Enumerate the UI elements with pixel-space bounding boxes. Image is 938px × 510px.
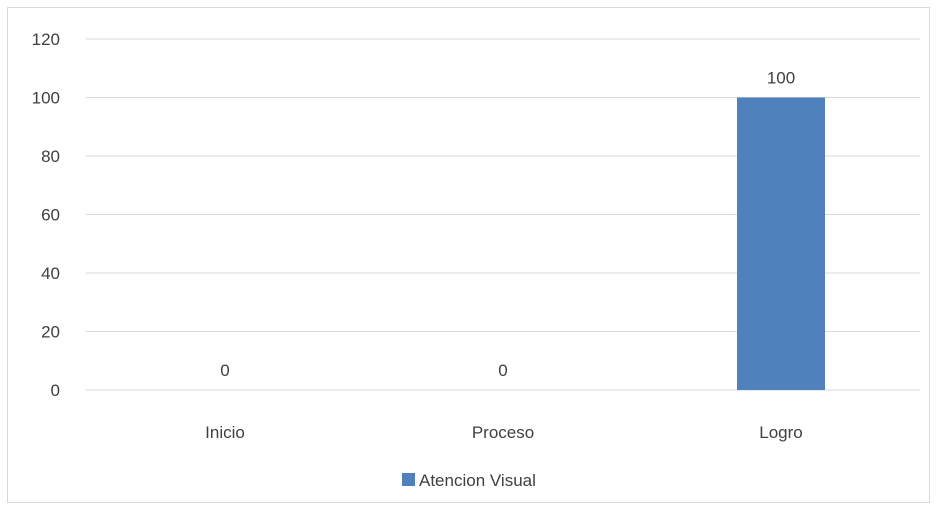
bar-logro bbox=[737, 97, 825, 390]
y-tick-label: 60 bbox=[41, 206, 60, 225]
y-tick-label: 100 bbox=[32, 89, 60, 108]
x-category-label: Proceso bbox=[472, 423, 534, 442]
legend-swatch bbox=[402, 473, 415, 486]
bars bbox=[737, 97, 825, 390]
y-tick-label: 120 bbox=[32, 30, 60, 49]
x-axis-category-labels: Inicio Proceso Logro bbox=[205, 423, 803, 442]
y-axis-tick-labels: 0 20 40 60 80 100 120 bbox=[32, 30, 60, 400]
x-category-label: Inicio bbox=[205, 423, 245, 442]
data-label-proceso: 0 bbox=[498, 361, 507, 380]
legend: Atencion Visual bbox=[402, 471, 536, 490]
legend-label: Atencion Visual bbox=[419, 471, 536, 490]
data-label-logro: 100 bbox=[767, 69, 795, 88]
x-category-label: Logro bbox=[759, 423, 802, 442]
y-tick-label: 40 bbox=[41, 264, 60, 283]
data-label-inicio: 0 bbox=[220, 361, 229, 380]
y-tick-label: 0 bbox=[51, 381, 60, 400]
data-labels: 0 0 100 bbox=[220, 69, 795, 381]
y-tick-label: 20 bbox=[41, 323, 60, 342]
y-tick-label: 80 bbox=[41, 147, 60, 166]
